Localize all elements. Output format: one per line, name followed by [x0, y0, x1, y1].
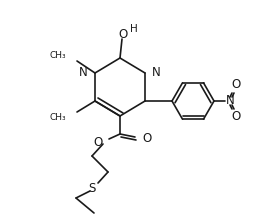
Text: O: O [231, 110, 241, 124]
Text: S: S [88, 183, 96, 196]
Text: O: O [142, 133, 151, 145]
Text: O: O [231, 78, 241, 91]
Text: H: H [130, 24, 138, 34]
Text: CH₃: CH₃ [49, 51, 66, 61]
Text: N: N [152, 65, 161, 78]
Text: N: N [79, 65, 88, 78]
Text: CH₃: CH₃ [49, 112, 66, 122]
Text: N: N [226, 93, 234, 107]
Text: O: O [118, 27, 128, 40]
Text: O: O [94, 135, 103, 149]
